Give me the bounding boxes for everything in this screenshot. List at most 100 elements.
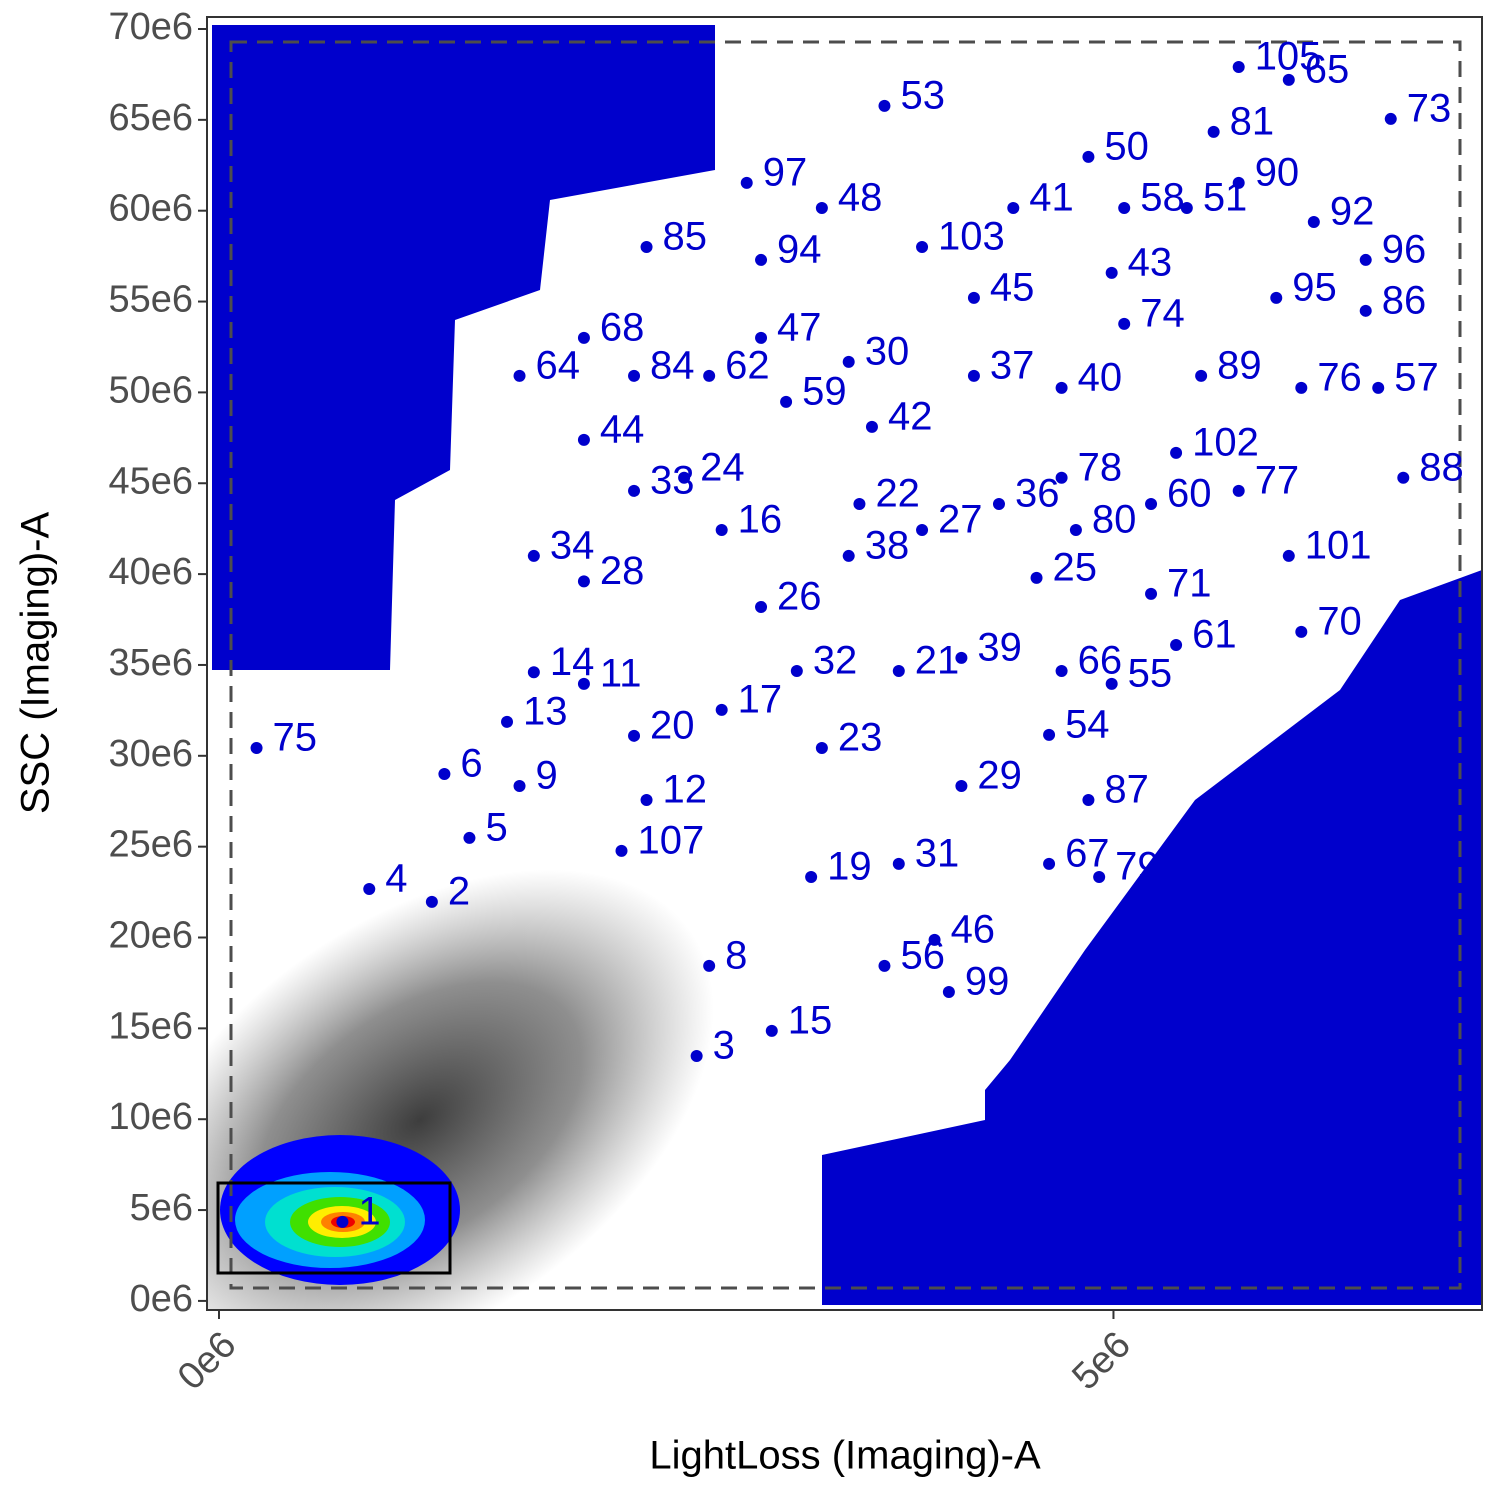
point-label: 68 bbox=[600, 305, 645, 349]
point-label: 67 bbox=[1065, 831, 1110, 875]
point bbox=[336, 1215, 349, 1228]
point-label: 2 bbox=[448, 869, 470, 913]
point bbox=[755, 253, 768, 266]
point-label: 9 bbox=[536, 754, 558, 798]
point bbox=[577, 677, 590, 690]
point bbox=[1093, 871, 1106, 884]
point-label: 23 bbox=[838, 716, 883, 760]
point-label: 66 bbox=[1078, 639, 1123, 683]
point-label: 25 bbox=[1053, 545, 1098, 589]
point-label: 16 bbox=[738, 498, 783, 542]
point-label: 61 bbox=[1192, 613, 1237, 657]
point bbox=[577, 433, 590, 446]
point-label: 81 bbox=[1230, 99, 1275, 143]
point bbox=[1307, 215, 1320, 228]
point bbox=[790, 664, 803, 677]
point-label: 6 bbox=[460, 742, 482, 786]
point-label: 33 bbox=[650, 458, 695, 502]
point-label: 5 bbox=[485, 805, 507, 849]
point bbox=[967, 369, 980, 382]
point-label: 95 bbox=[1292, 265, 1337, 309]
point-label: 46 bbox=[951, 907, 996, 951]
point bbox=[715, 703, 728, 716]
point bbox=[628, 369, 641, 382]
point bbox=[1082, 150, 1095, 163]
y-tick-label: 25e6 bbox=[108, 824, 193, 866]
point-label: 37 bbox=[990, 343, 1035, 387]
point bbox=[740, 176, 753, 189]
point bbox=[1372, 381, 1385, 394]
gate-dashed bbox=[229, 40, 1462, 1290]
point bbox=[916, 523, 929, 536]
point bbox=[1282, 73, 1295, 86]
x-tick-label: 0e6 bbox=[170, 1324, 245, 1399]
point bbox=[501, 715, 514, 728]
point-label: 26 bbox=[777, 575, 822, 619]
point bbox=[1295, 381, 1308, 394]
y-tick-label: 5e6 bbox=[130, 1187, 193, 1229]
point bbox=[1105, 266, 1118, 279]
point bbox=[755, 331, 768, 344]
point-label: 32 bbox=[813, 639, 858, 683]
point-label: 48 bbox=[838, 176, 883, 220]
point-label: 73 bbox=[1407, 86, 1452, 130]
point-label: 12 bbox=[663, 768, 708, 812]
point bbox=[1232, 60, 1245, 73]
point-label: 24 bbox=[700, 445, 745, 489]
point bbox=[438, 767, 451, 780]
point-label: 11 bbox=[600, 651, 642, 695]
plot-frame bbox=[206, 16, 1483, 1311]
point-label: 34 bbox=[550, 523, 595, 567]
point-label: 20 bbox=[650, 703, 695, 747]
point-label: 96 bbox=[1382, 227, 1427, 271]
cluster-top-left bbox=[212, 25, 715, 670]
point bbox=[1232, 484, 1245, 497]
point-label: 45 bbox=[990, 265, 1035, 309]
y-tick-label: 50e6 bbox=[108, 369, 193, 411]
point bbox=[765, 1024, 778, 1037]
point bbox=[1043, 857, 1056, 870]
point bbox=[628, 484, 641, 497]
y-tick-label: 70e6 bbox=[108, 6, 193, 48]
point bbox=[1030, 571, 1043, 584]
point-label: 22 bbox=[875, 472, 920, 516]
point bbox=[1043, 728, 1056, 741]
point bbox=[1207, 125, 1220, 138]
point-label: 47 bbox=[777, 305, 822, 349]
point-label: 87 bbox=[1104, 768, 1149, 812]
point-label: 14 bbox=[550, 640, 595, 684]
point bbox=[690, 1049, 703, 1062]
point-label: 3 bbox=[713, 1024, 735, 1068]
point bbox=[967, 291, 980, 304]
point-label: 84 bbox=[650, 343, 695, 387]
point bbox=[527, 666, 540, 679]
point bbox=[842, 549, 855, 562]
point-label: 89 bbox=[1217, 343, 1262, 387]
point-label: 21 bbox=[915, 639, 960, 683]
point-label: 92 bbox=[1330, 190, 1375, 234]
point-label: 107 bbox=[638, 818, 705, 862]
point-label: 53 bbox=[900, 73, 945, 117]
point-label: 90 bbox=[1255, 150, 1300, 194]
point-label: 88 bbox=[1419, 445, 1464, 489]
y-tick-label: 55e6 bbox=[108, 279, 193, 321]
point-label: 54 bbox=[1065, 702, 1110, 746]
point bbox=[640, 241, 653, 254]
point-label: 27 bbox=[938, 498, 983, 542]
y-tick-label: 15e6 bbox=[108, 1005, 193, 1047]
point-label: 58 bbox=[1140, 176, 1185, 220]
point-label: 17 bbox=[738, 677, 783, 721]
point bbox=[628, 729, 641, 742]
point bbox=[463, 831, 476, 844]
point bbox=[805, 871, 818, 884]
point-label: 71 bbox=[1167, 561, 1212, 605]
marks: 1234568911121314151617192021222324252627… bbox=[250, 35, 1464, 1233]
point bbox=[1170, 638, 1183, 651]
point-label: 29 bbox=[977, 754, 1022, 798]
point bbox=[878, 99, 891, 112]
point-label: 38 bbox=[865, 523, 910, 567]
point bbox=[955, 779, 968, 792]
point-label: 101 bbox=[1305, 523, 1372, 567]
point bbox=[1118, 317, 1131, 330]
